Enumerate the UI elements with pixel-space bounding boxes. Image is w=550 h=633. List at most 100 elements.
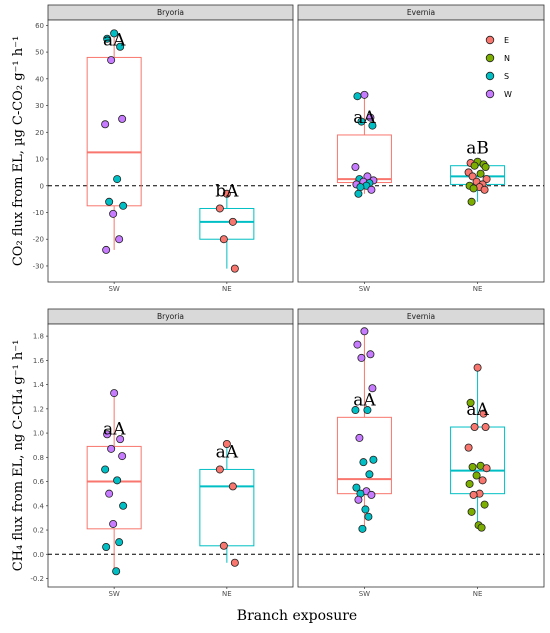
panel-strip-label: Evernia [407,312,435,321]
data-point [369,455,378,464]
x-tick-label: SW [108,285,119,293]
data-point [119,201,128,210]
data-point [351,163,360,172]
data-point [113,175,122,184]
y-tick-label: 40 [35,75,44,83]
y-tick-label: -0.2 [30,575,44,583]
data-point [480,185,489,194]
data-point [359,458,368,467]
data-point [467,197,476,206]
data-point [219,541,228,550]
data-point [116,435,125,444]
y-tick-label: 1.8 [33,333,44,341]
data-point [476,169,485,178]
data-point [465,479,474,488]
data-point [101,465,110,474]
y-tick-label: 0.8 [33,454,44,462]
data-point [365,470,374,479]
data-point [469,184,478,193]
y-tick-label: 1.6 [33,357,45,365]
legend-key [485,89,495,99]
data-point [358,524,367,533]
panel-strip-label: Evernia [407,8,435,17]
data-point [368,384,377,393]
data-point [361,505,370,514]
data-point [363,406,372,415]
significance-annotation: aA [466,400,489,420]
data-point [228,482,237,491]
y-tick-label: 50 [35,49,44,57]
data-point [103,34,112,43]
data-point [105,197,114,206]
data-point [115,235,124,244]
significance-annotation: aA [353,390,376,410]
data-point [110,389,119,398]
data-point [479,409,488,418]
data-point [351,406,360,415]
x-tick-label: SW [108,590,119,598]
y-axis-title: CH₄ flux from EL, ng C-CH₄ g⁻¹ h⁻¹ [11,340,26,572]
y-tick-label: 10 [35,156,44,164]
data-point [228,217,237,226]
data-point [102,543,111,552]
data-point [470,423,479,432]
data-point [478,476,487,485]
data-point [481,163,490,172]
x-tick-label: SW [359,590,370,598]
data-point [102,245,111,254]
y-tick-label: 20 [35,129,44,137]
data-point [470,161,479,170]
data-point [353,340,362,349]
data-point [101,120,110,129]
data-point [118,452,127,461]
data-point [215,465,224,474]
x-tick-label: NE [473,590,483,598]
data-point [105,489,114,498]
data-point [367,185,376,194]
data-point [107,56,116,65]
x-axis-title: Branch exposure [237,608,357,624]
data-point [109,209,118,218]
x-tick-label: SW [359,285,370,293]
y-tick-label: 1.2 [33,405,44,413]
x-tick-label: NE [222,590,232,598]
panel-strip-label: Bryoria [157,8,184,17]
legend-label: E [504,36,509,45]
panel-frame [47,19,294,283]
data-point [481,423,490,432]
data-point [367,490,376,499]
data-point [466,398,475,407]
legend-label: W [504,90,512,99]
data-point [222,439,231,448]
data-point [354,495,363,504]
y-tick-label: -30 [33,262,44,270]
y-tick-label: 60 [35,22,44,30]
data-point [356,183,365,192]
data-point [353,92,362,101]
legend-label: S [504,72,509,81]
data-point [109,519,118,528]
data-point [477,523,486,532]
data-point [468,463,477,472]
data-point [119,501,128,510]
y-tick-label: -20 [33,236,44,244]
data-point [482,175,491,184]
data-point [472,471,481,480]
significance-annotation: aA [216,442,239,462]
data-point [103,430,112,439]
y-axis-title: CO₂ flux from EL, µg C-CO₂ g⁻¹ h⁻¹ [11,36,26,266]
significance-annotation: aA [353,108,376,128]
significance-annotation: aA [103,30,126,50]
data-point [480,500,489,509]
legend-label: N [504,54,510,63]
y-tick-label: -10 [33,209,44,217]
panel-strip-label: Bryoria [157,312,184,321]
y-tick-label: 1.0 [33,430,44,438]
data-point [115,538,124,547]
data-point [112,567,121,576]
data-point [354,189,363,198]
data-point [469,490,478,499]
data-point [355,433,364,442]
data-point [357,353,366,362]
